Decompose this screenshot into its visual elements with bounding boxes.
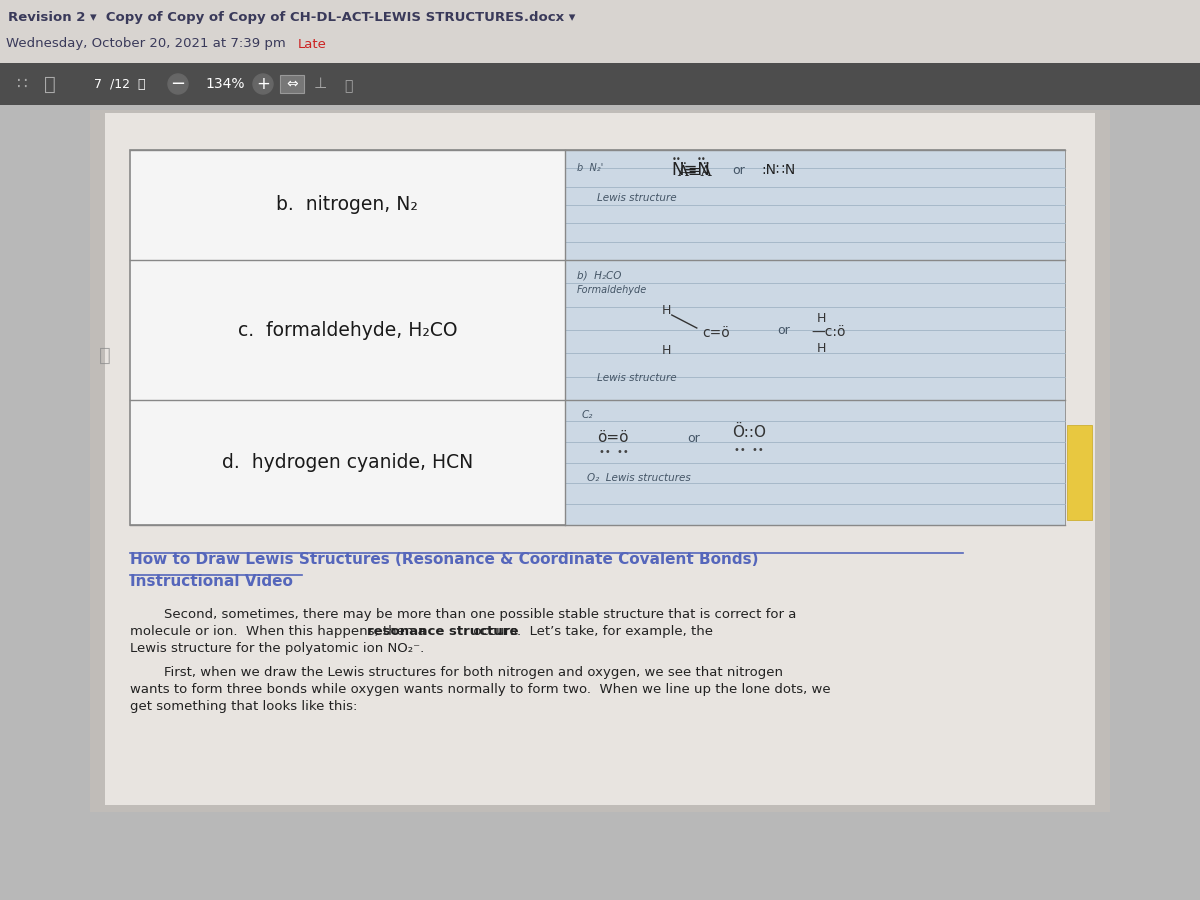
Text: Lewis structure for the polyatomic ion NO₂⁻.: Lewis structure for the polyatomic ion N… [130, 642, 425, 655]
Text: Wednesday, October 20, 2021 at 7:39 pm: Wednesday, October 20, 2021 at 7:39 pm [6, 38, 286, 50]
Text: C₂: C₂ [582, 410, 593, 420]
Text: Revision 2 ▾  Copy of Copy of Copy of CH-DL-ACT-LEWIS STRUCTURES.docx ▾: Revision 2 ▾ Copy of Copy of Copy of CH-… [8, 12, 575, 24]
Text: molecule or ion.  When this happens, then a: molecule or ion. When this happens, then… [130, 625, 430, 638]
Text: Ö::O: Ö::O [732, 425, 766, 439]
Text: First, when we draw the Lewis structures for both nitrogen and oxygen, we see th: First, when we draw the Lewis structures… [130, 666, 784, 679]
Bar [565, 400, 1066, 525]
Text: ⊥: ⊥ [313, 76, 326, 92]
Bar [1067, 425, 1092, 520]
Text: N≡N: N≡N [672, 161, 710, 179]
Text: Second, sometimes, there may be more than one possible stable structure that is : Second, sometimes, there may be more tha… [130, 608, 797, 621]
Text: 134%: 134% [205, 77, 245, 91]
Text: 7  /12  〉: 7 /12 〉 [95, 77, 145, 91]
Text: 〈: 〈 [44, 75, 56, 94]
Text: or: or [686, 431, 700, 445]
Text: Late: Late [298, 38, 326, 50]
Text: resonance structure: resonance structure [367, 625, 518, 638]
Text: 🖐: 🖐 [100, 346, 110, 365]
Text: Lewis structure: Lewis structure [596, 193, 677, 203]
Text: H: H [662, 344, 672, 356]
Text: ∷: ∷ [17, 75, 28, 93]
Bar [0, 0, 1200, 105]
Text: Lewis structure: Lewis structure [596, 373, 677, 383]
Text: ••  ••: •• •• [599, 447, 629, 457]
Text: −: − [170, 75, 186, 93]
Text: or: or [776, 323, 790, 337]
Text: ••: •• [672, 156, 682, 165]
Text: H: H [817, 311, 826, 325]
Circle shape [168, 74, 188, 94]
Text: or: or [732, 164, 744, 176]
Text: get something that looks like this:: get something that looks like this: [130, 700, 358, 713]
Text: H: H [662, 303, 672, 317]
Text: wants to form three bonds while oxygen wants normally to form two.  When we line: wants to form three bonds while oxygen w… [130, 683, 830, 696]
Bar [565, 150, 1066, 260]
Bar [0, 63, 1200, 105]
Text: O₂  Lewis structures: O₂ Lewis structures [587, 473, 690, 483]
Text: —c:ö: —c:ö [811, 325, 846, 339]
Text: ⤢: ⤢ [344, 79, 352, 93]
Text: b  N₂': b N₂' [577, 163, 604, 173]
Circle shape [253, 74, 274, 94]
Bar [130, 150, 1066, 525]
Text: ö=ö: ö=ö [596, 430, 629, 446]
Bar [565, 260, 1066, 400]
Text: b.  nitrogen, N₂: b. nitrogen, N₂ [276, 195, 419, 214]
Text: c=ö: c=ö [702, 326, 730, 340]
Text: Ä≡Ä: Ä≡Ä [677, 165, 712, 179]
Text: +: + [256, 75, 270, 93]
Text: occurs.  Let’s take, for example, the: occurs. Let’s take, for example, the [469, 625, 713, 638]
Text: How to Draw Lewis Structures (Resonance & Coordinate Covalent Bonds): How to Draw Lewis Structures (Resonance … [130, 552, 758, 567]
Bar [106, 113, 1096, 805]
Text: H: H [817, 341, 826, 355]
Text: ••  ••: •• •• [733, 445, 763, 455]
Text: d.  hydrogen cyanide, HCN: d. hydrogen cyanide, HCN [222, 453, 473, 472]
Bar [90, 110, 1110, 812]
Text: ••: •• [697, 156, 707, 165]
Text: Formaldehyde: Formaldehyde [577, 285, 647, 295]
Text: b)  H₂CO: b) H₂CO [577, 270, 622, 280]
Text: ⇔: ⇔ [286, 77, 298, 91]
Text: :N∷N: :N∷N [762, 163, 796, 177]
Bar [280, 75, 304, 93]
Text: Instructional Video: Instructional Video [130, 574, 293, 589]
Text: c.  formaldehyde, H₂CO: c. formaldehyde, H₂CO [238, 320, 457, 339]
